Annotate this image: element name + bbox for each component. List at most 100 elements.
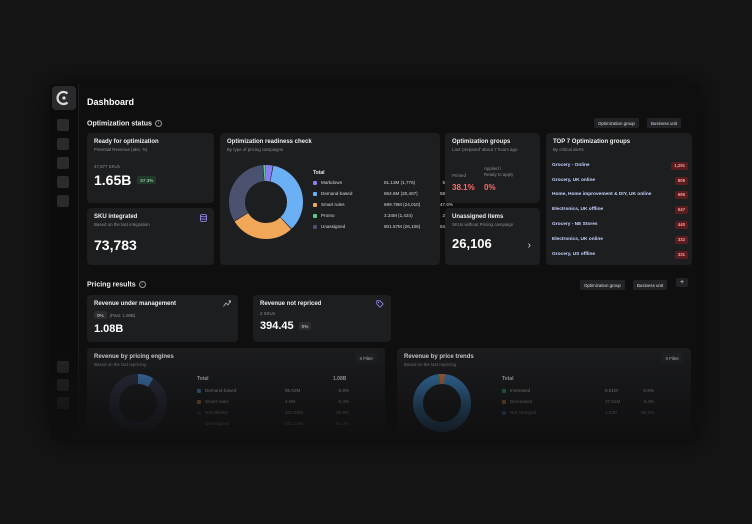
sidebar-item-7[interactable] (57, 379, 69, 391)
app-logo[interactable] (52, 86, 76, 110)
group-row[interactable]: Grocery, UK online 809 (552, 175, 688, 189)
legend-swatch (197, 422, 201, 426)
info-icon[interactable]: i (154, 120, 162, 127)
card-subtitle: 2 SKUs (260, 311, 275, 316)
sidebar-item-3[interactable] (57, 157, 69, 169)
optimization-groups-card[interactable]: Optimization groups Last 'prepared' abou… (445, 133, 540, 203)
pricing-results-heading: Pricing results i (87, 281, 146, 288)
legend-row-promo[interactable]: Promo 3.34M (1,424) 2.3% (313, 212, 453, 221)
sidebar-item-8[interactable] (57, 397, 69, 409)
not-repriced-value: 394.45 (260, 320, 294, 332)
legend-name: Unassigned (321, 224, 346, 229)
top7-groups-card[interactable]: TOP 7 Optimization groups By critical al… (546, 133, 692, 265)
sidebar (50, 84, 79, 440)
legend-value: 699.79M (24,010) (384, 202, 421, 207)
group-row[interactable]: Home, Home improvement & DIY, UK online 6… (552, 189, 688, 203)
revenue-not-repriced-card[interactable]: Revenue not repriced 2 SKUs 394.45 0% (253, 295, 391, 342)
legend-row[interactable]: Not changed 1.03B 96.2% (502, 409, 654, 418)
group-row[interactable]: Grocery - Online 1,291 (552, 160, 688, 174)
group-row[interactable]: Electronics, UK online 332 (552, 234, 688, 248)
legend-percent: 96.2% (640, 410, 654, 415)
applied-value: 0% (484, 183, 496, 192)
group-row[interactable]: Grocery - NE Stores 440 (552, 219, 688, 233)
donut-segment-smart-rules[interactable] (229, 165, 303, 239)
legend-swatch (502, 400, 506, 404)
donut-segment-demand-based[interactable] (229, 165, 303, 239)
revenue-by-trends-card[interactable]: Revenue by price trends Based on the las… (397, 348, 691, 440)
filter-button[interactable]: ≡ Filter (661, 353, 683, 363)
card-subtitle: SKUs without Pricing campaign (452, 222, 514, 227)
add-button[interactable]: + (676, 278, 689, 287)
legend-percent: 47.6% (439, 202, 453, 207)
group-name: Electronics, UK online (552, 237, 603, 242)
filter-label: Filter (669, 355, 679, 361)
info-icon[interactable]: i (138, 281, 146, 288)
card-title: SKU integrated (94, 214, 138, 220)
readiness-check-card[interactable]: Optimization readiness check By type of … (220, 133, 453, 265)
filter-label: Filter (363, 355, 373, 361)
sidebar-item-1[interactable] (57, 119, 69, 131)
card-title: Optimization readiness check (227, 139, 312, 145)
legend-name: Decreased (510, 399, 533, 404)
filter-button[interactable]: ≡ Filter (355, 353, 377, 363)
legend-percent: 61.0% (335, 421, 349, 426)
legend-percent: 0.6% (643, 388, 654, 393)
legend-value: 81.13M (1,776) (384, 180, 416, 185)
donut-segment-markdown[interactable] (229, 165, 303, 239)
trends-legend: Increased 6.61M 0.6% Decreased 37.61M 3.4% N… (502, 387, 654, 427)
optimization-group-button[interactable]: Optimization group (580, 280, 625, 290)
legend-row[interactable]: Increased 6.61M 0.6% (502, 387, 654, 396)
legend-row[interactable]: Decreased 37.61M 3.4% (502, 398, 654, 407)
sku-count: 47,677 SKUs (94, 164, 120, 169)
legend-row[interactable]: Not lifetime 322.58M 29.8% (197, 409, 349, 418)
sidebar-item-6[interactable] (57, 361, 69, 373)
revenue-under-management-card[interactable]: Revenue under management 0% (Past: 1.08B… (87, 295, 238, 342)
group-row[interactable]: Grocery, US offline 331 (552, 249, 688, 263)
sidebar-item-5[interactable] (57, 195, 69, 207)
sku-integrated-card[interactable]: SKU integrated Based on the last integra… (87, 208, 214, 265)
optimization-status-heading: Optimization status i (87, 120, 162, 127)
change-badge: 0% (298, 322, 312, 330)
card-title: Unassigned items (452, 214, 504, 220)
legend-name: Unassigned (205, 421, 230, 426)
page-title: Dashboard (87, 97, 135, 107)
legend-row[interactable]: Unassigned 662.12M 61.0% (197, 420, 349, 429)
alert-badge: 331 (674, 250, 688, 259)
chevron-right-icon[interactable]: › (527, 240, 531, 251)
donut-segment-unassigned[interactable] (229, 165, 303, 239)
unassigned-items-card[interactable]: Unassigned items SKUs without Pricing ca… (445, 208, 540, 265)
sidebar-item-4[interactable] (57, 176, 69, 188)
legend-row[interactable]: Demand-based 95.52M 8.8% (197, 387, 349, 396)
legend-swatch (313, 203, 317, 207)
legend-row-markdown[interactable]: Markdown 81.13M (1,776) 5.5% (313, 179, 453, 188)
change-badge: 0% (94, 311, 107, 319)
card-subtitle: Based on the last repricing (404, 362, 456, 367)
ready-for-optimization-card[interactable]: Ready for optimization Potential Revenue… (87, 133, 214, 203)
business-unit-button[interactable]: Business unit (633, 280, 668, 290)
readiness-total-label: Total (313, 170, 325, 176)
group-name: Grocery, US offline (552, 252, 596, 257)
past-value: (Past: 1.08B) (109, 312, 136, 318)
legend-value: 37.61M (605, 399, 621, 404)
legend-row-demand-based[interactable]: Demand-based 864.6M (20,467) 58.6% (313, 190, 453, 199)
group-name: Home, Home improvement & DIY, UK online (552, 192, 652, 197)
legend-row-smart-rules[interactable]: Smart rules 699.79M (24,010) 47.6% (313, 201, 453, 210)
trend-chart-icon (223, 300, 231, 307)
legend-swatch (197, 389, 201, 393)
legend-name: Not lifetime (205, 410, 228, 415)
legend-row[interactable]: Smart rules 4.6M 0.4% (197, 398, 349, 407)
readiness-donut-chart (229, 165, 303, 239)
readiness-legend: Markdown 81.13M (1,776) 5.5% Demand-base… (313, 179, 453, 239)
group-row[interactable]: Electronics, UK offline 547 (552, 204, 688, 218)
legend-name: Smart rules (321, 202, 345, 207)
legend-row-unassigned[interactable]: Unassigned 801.57M (26,106) 54.3% (313, 223, 453, 232)
optimization-group-button[interactable]: Optimization group (594, 118, 639, 128)
applied-label: Applied / Ready to apply (484, 166, 514, 177)
legend-value: 864.6M (20,467) (384, 191, 418, 196)
legend-percent: 29.8% (335, 410, 349, 415)
business-unit-button[interactable]: Business unit (647, 118, 682, 128)
legend-value: 6.61M (605, 388, 618, 393)
revenue-by-engines-card[interactable]: Revenue by pricing engines Based on the … (87, 348, 385, 440)
engines-legend: Demand-based 95.52M 8.8% Smart rules 4.6M 0.… (197, 387, 349, 437)
sidebar-item-2[interactable] (57, 138, 69, 150)
